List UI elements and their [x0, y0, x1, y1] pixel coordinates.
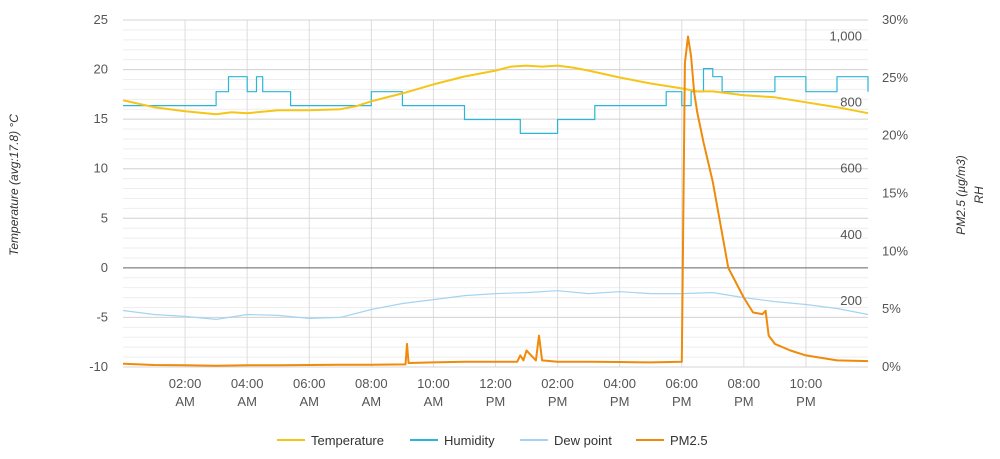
x-tick-label-time: 06:00	[665, 376, 698, 391]
x-tick-label-time: 08:00	[355, 376, 388, 391]
series-humidity-line	[123, 68, 869, 134]
x-tick-label-time: 08:00	[728, 376, 761, 391]
x-tick-label-period: AM	[300, 394, 320, 409]
x-tick-label-period: AM	[237, 394, 257, 409]
legend-label-dew-point: Dew point	[554, 433, 612, 448]
right-axis-title-rh: RH	[972, 186, 986, 204]
series-layer	[122, 35, 869, 367]
x-tick-label-period: AM	[424, 394, 444, 409]
x-tick-label-period: PM	[486, 394, 506, 409]
series-pm2-5-line	[122, 35, 869, 367]
left-tick-label: 0	[101, 260, 108, 275]
left-tick-label: 20	[94, 62, 108, 77]
left-axis-title: Temperature (avg:17.8) °C	[7, 114, 21, 256]
x-tick-label-period: PM	[734, 394, 754, 409]
pm-tick-label: 800	[840, 95, 862, 110]
left-tick-label: 15	[94, 111, 108, 126]
x-axis-ticks: 02:00 AM 04:00 AM 06:00 AM 08:00 AM 10:00 AM 12:00…	[169, 376, 822, 409]
left-tick-label: 25	[94, 12, 108, 27]
x-tick-label-period: PM	[796, 394, 816, 409]
x-tick-label-time: 10:00	[417, 376, 450, 391]
major-gridlines	[123, 19, 868, 368]
left-tick-label: -10	[89, 359, 108, 374]
left-tick-label: 10	[94, 161, 108, 176]
x-tick-label-period: AM	[362, 394, 382, 409]
legend-label-temperature: Temperature	[311, 433, 384, 448]
left-tick-label: 5	[101, 210, 108, 225]
right-tick-label: 30%	[882, 12, 908, 27]
legend-label-pm2-5: PM2.5	[670, 433, 708, 448]
right-tick-label: 15%	[882, 186, 908, 201]
right-tick-label: 20%	[882, 128, 908, 143]
x-tick-label-time: 02:00	[541, 376, 574, 391]
pm-tick-label: 200	[840, 293, 862, 308]
legend: Temperature Humidity Dew point PM2.5	[277, 433, 708, 448]
series-temperature-line	[122, 64, 869, 116]
pm-tick-label: 1,000	[829, 29, 862, 44]
left-axis-ticks: 25 20 15 10 5 0 -5 -10	[89, 12, 108, 374]
left-tick-label: -5	[96, 309, 108, 324]
x-tick-label-period: PM	[672, 394, 692, 409]
right-tick-label: 5%	[882, 301, 901, 316]
pm-tick-label: 400	[840, 227, 862, 242]
x-tick-label-time: 10:00	[790, 376, 823, 391]
x-tick-label-period: AM	[175, 394, 195, 409]
x-tick-label-period: PM	[548, 394, 568, 409]
legend-label-humidity: Humidity	[444, 433, 495, 448]
x-tick-label-time: 04:00	[231, 376, 264, 391]
right-tick-label: 10%	[882, 243, 908, 258]
right-tick-label: 25%	[882, 70, 908, 85]
x-tick-label-time: 06:00	[293, 376, 326, 391]
x-tick-label-period: PM	[610, 394, 630, 409]
x-tick-label-time: 02:00	[169, 376, 202, 391]
right-axis-title-pm: PM2.5 (µg/m3)	[954, 155, 968, 235]
pm-tick-label: 600	[840, 161, 862, 176]
pm-axis-ticks: 1,000 800 600 400 200	[829, 29, 862, 308]
x-tick-label-time: 04:00	[603, 376, 636, 391]
right-axis-ticks: 30% 25% 20% 15% 10% 5% 0%	[882, 12, 908, 374]
right-tick-label: 0%	[882, 359, 901, 374]
x-tick-label-time: 12:00	[479, 376, 512, 391]
